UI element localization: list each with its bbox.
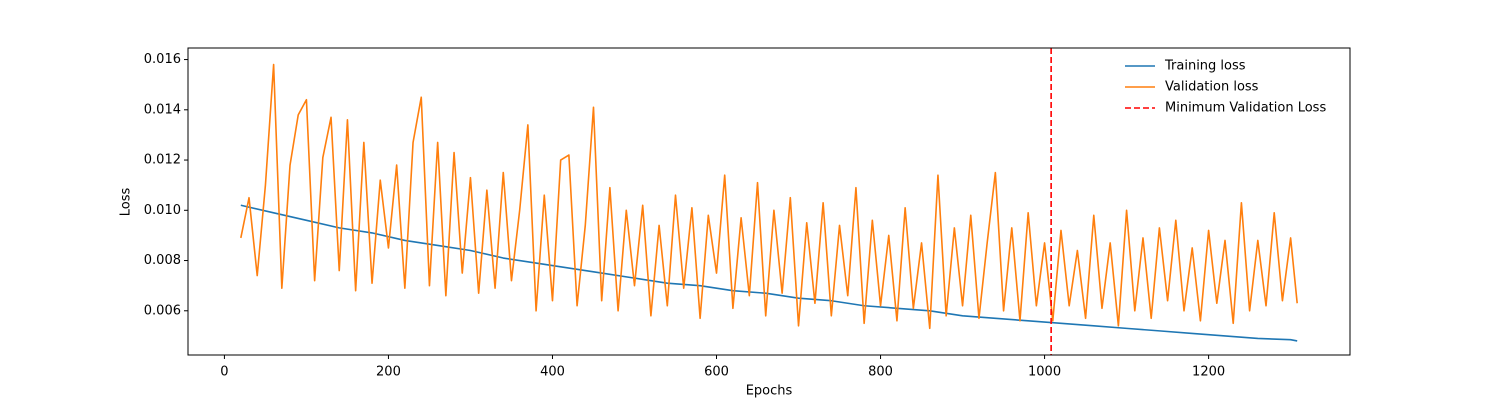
x-tick-label: 0	[220, 365, 228, 380]
x-tick-label: 1200	[1192, 365, 1225, 380]
series-line	[240, 63, 1298, 330]
x-axis-label: Epochs	[746, 384, 793, 399]
x-tick-label: 200	[376, 365, 401, 380]
x-tick-label: 600	[704, 365, 729, 380]
legend-label: Minimum Validation Loss	[1165, 101, 1326, 116]
y-tick-label: 0.006	[144, 303, 181, 318]
y-tick-label: 0.016	[144, 52, 181, 67]
plot-area	[240, 48, 1298, 355]
x-tick-label: 1000	[1028, 365, 1061, 380]
series-line	[240, 204, 1298, 342]
x-tick-label: 400	[540, 365, 565, 380]
y-axis-label: Loss	[119, 188, 134, 217]
y-tick-label: 0.014	[144, 102, 181, 117]
y-tick-label: 0.010	[144, 203, 181, 218]
y-tick-label: 0.008	[144, 253, 181, 268]
legend-label: Validation loss	[1165, 80, 1259, 95]
legend-label: Training loss	[1164, 59, 1246, 74]
axes-frame	[187, 47, 1351, 356]
y-tick-label: 0.012	[144, 153, 181, 168]
x-tick-label: 800	[868, 365, 893, 380]
